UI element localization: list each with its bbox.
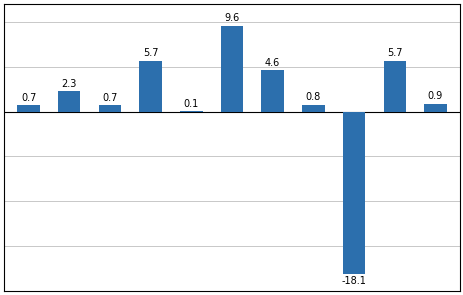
Bar — [301, 104, 324, 112]
Bar — [261, 71, 283, 112]
Text: 0.1: 0.1 — [183, 99, 199, 109]
Text: 0.7: 0.7 — [102, 93, 118, 103]
Text: 9.6: 9.6 — [224, 14, 239, 23]
Bar — [423, 104, 446, 112]
Bar — [180, 111, 202, 112]
Bar — [139, 60, 162, 112]
Text: 4.6: 4.6 — [264, 58, 280, 68]
Bar — [383, 60, 405, 112]
Bar — [99, 105, 121, 112]
Text: 5.7: 5.7 — [386, 48, 401, 58]
Text: 2.3: 2.3 — [62, 79, 77, 89]
Text: 5.7: 5.7 — [143, 48, 158, 58]
Text: 0.8: 0.8 — [305, 92, 320, 102]
Text: -18.1: -18.1 — [341, 276, 366, 286]
Text: 0.9: 0.9 — [427, 91, 442, 101]
Bar — [58, 91, 80, 112]
Bar — [17, 105, 40, 112]
Bar — [220, 26, 243, 112]
Text: 0.7: 0.7 — [21, 93, 36, 103]
Bar — [342, 112, 364, 274]
